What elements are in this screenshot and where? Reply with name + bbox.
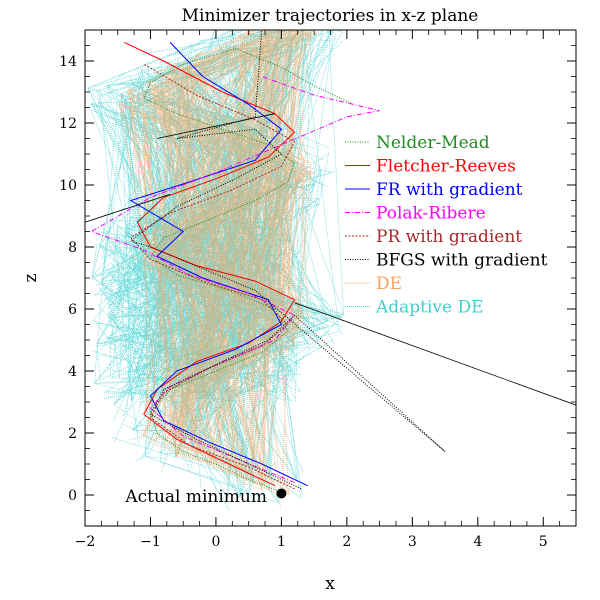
y-tick-label: 6 [68, 302, 77, 318]
swarm-cloud [87, 30, 344, 510]
legend-label-nelder-mead: Nelder-Mead [376, 133, 490, 153]
bfgs-excursion-line [156, 113, 275, 139]
legend: Nelder-Mead Fletcher-Reeves FR with gradie… [345, 133, 548, 318]
x-tick-label: −1 [140, 534, 161, 550]
series-bfgs-with-gradient [129, 30, 446, 490]
series-fletcher-reeves [124, 41, 296, 487]
y-tick-label: 0 [68, 488, 77, 504]
series-pr-with-gradient [130, 63, 296, 490]
x-tick-label: −2 [75, 534, 96, 550]
bfgs-excursion-line [294, 302, 576, 406]
x-axis-title: x [325, 574, 335, 594]
y-tick-label: 4 [68, 364, 77, 380]
plot-area [85, 30, 576, 510]
y-tick-label: 12 [59, 116, 77, 132]
actual-minimum-label: Actual minimum [124, 487, 267, 507]
series-fr-with-gradient [129, 42, 308, 487]
y-axis-title: z [21, 273, 41, 282]
legend-label-polak-ribere: Polak-Ribere [376, 204, 486, 224]
x-tick-label: 2 [342, 534, 351, 550]
series-de [118, 30, 320, 498]
x-tick-label: 3 [408, 534, 417, 550]
y-tick-label: 2 [68, 426, 77, 442]
x-tick-label: 5 [539, 534, 548, 550]
series-polak-ribere [90, 76, 380, 484]
annotation: Actual minimum [124, 487, 287, 507]
bfgs-excursion-line [85, 193, 171, 223]
y-tick-label: 10 [59, 178, 77, 194]
x-tick-label: 4 [473, 534, 482, 550]
x-tick-label: 0 [211, 534, 220, 550]
legend-label-pr-with-gradient: PR with gradient [376, 227, 522, 247]
chart-title: Minimizer trajectories in x-z plane [182, 6, 479, 26]
y-tick-label: 14 [59, 54, 77, 70]
series-lines [85, 30, 576, 493]
legend-label-fletcher-reeves: Fletcher-Reeves [376, 157, 516, 177]
legend-label-fr-with-gradient: FR with gradient [376, 180, 523, 200]
y-tick-label: 8 [68, 240, 77, 256]
legend-label-de: DE [376, 274, 402, 294]
x-tick-label: 1 [277, 534, 286, 550]
actual-minimum-marker [276, 488, 287, 499]
legend-label-adaptive-de: Adaptive DE [375, 298, 484, 318]
legend-label-bfgs-with-gradient: BFGS with gradient [376, 251, 548, 271]
